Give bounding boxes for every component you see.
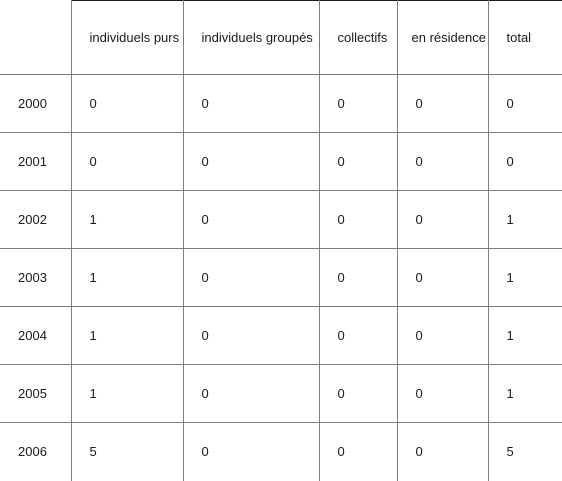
table-row: 2002 1 0 0 0 1	[0, 190, 562, 249]
table-cell: 0	[318, 306, 398, 365]
table-cell: 0	[396, 306, 489, 365]
table-cell: 1	[70, 306, 184, 365]
table-row: 2005 1 0 0 0 1	[0, 364, 562, 423]
table-row: 2003 1 0 0 0 1	[0, 248, 562, 307]
table-cell: 0	[182, 132, 320, 191]
total-cell: 1	[487, 364, 562, 423]
header-row: individuels purs individuels groupés col…	[0, 0, 562, 75]
total-cell: 1	[487, 190, 562, 249]
table-cell: 0	[70, 132, 184, 191]
header-cell-total: total	[487, 0, 562, 75]
table-cell: 0	[182, 190, 320, 249]
year-cell: 2002	[0, 190, 72, 249]
table-cell: 0	[318, 364, 398, 423]
table-cell: 5	[70, 422, 184, 481]
table-cell: 0	[182, 422, 320, 481]
year-cell: 2005	[0, 364, 72, 423]
table-cell: 0	[396, 248, 489, 307]
table-cell: 0	[396, 74, 489, 133]
total-cell: 1	[487, 306, 562, 365]
table-cell: 0	[318, 132, 398, 191]
table-row: 2000 0 0 0 0 0	[0, 74, 562, 133]
year-cell: 2003	[0, 248, 72, 307]
table-cell: 0	[182, 364, 320, 423]
header-cell-individuels-groupes: individuels groupés	[182, 0, 320, 75]
table-cell: 0	[318, 248, 398, 307]
table-cell: 1	[70, 190, 184, 249]
table-row: 2004 1 0 0 0 1	[0, 306, 562, 365]
table-cell: 0	[182, 306, 320, 365]
table-cell: 0	[396, 422, 489, 481]
year-cell: 2006	[0, 422, 72, 481]
table-cell: 0	[396, 132, 489, 191]
header-cell-corner	[0, 0, 72, 75]
table-cell: 1	[70, 364, 184, 423]
table-cell: 0	[182, 74, 320, 133]
table-row: 2006 5 0 0 0 5	[0, 422, 562, 481]
total-cell: 5	[487, 422, 562, 481]
year-cell: 2004	[0, 306, 72, 365]
table-cell: 0	[396, 364, 489, 423]
table-cell: 0	[318, 74, 398, 133]
table-cell: 1	[70, 248, 184, 307]
year-cell: 2001	[0, 132, 72, 191]
total-cell: 0	[487, 132, 562, 191]
year-cell: 2000	[0, 74, 72, 133]
total-cell: 0	[487, 74, 562, 133]
header-cell-en-residence: en résidence	[396, 0, 489, 75]
table-cell: 0	[318, 422, 398, 481]
table-row: 2001 0 0 0 0 0	[0, 132, 562, 191]
table-cell: 0	[396, 190, 489, 249]
table-cell: 0	[318, 190, 398, 249]
total-cell: 1	[487, 248, 562, 307]
header-cell-collectifs: collectifs	[318, 0, 398, 75]
header-cell-individuels-purs: individuels purs	[70, 0, 184, 75]
table-cell: 0	[182, 248, 320, 307]
table-cell: 0	[70, 74, 184, 133]
